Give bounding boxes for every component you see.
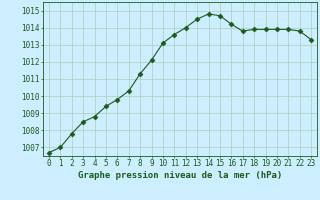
X-axis label: Graphe pression niveau de la mer (hPa): Graphe pression niveau de la mer (hPa) <box>78 171 282 180</box>
